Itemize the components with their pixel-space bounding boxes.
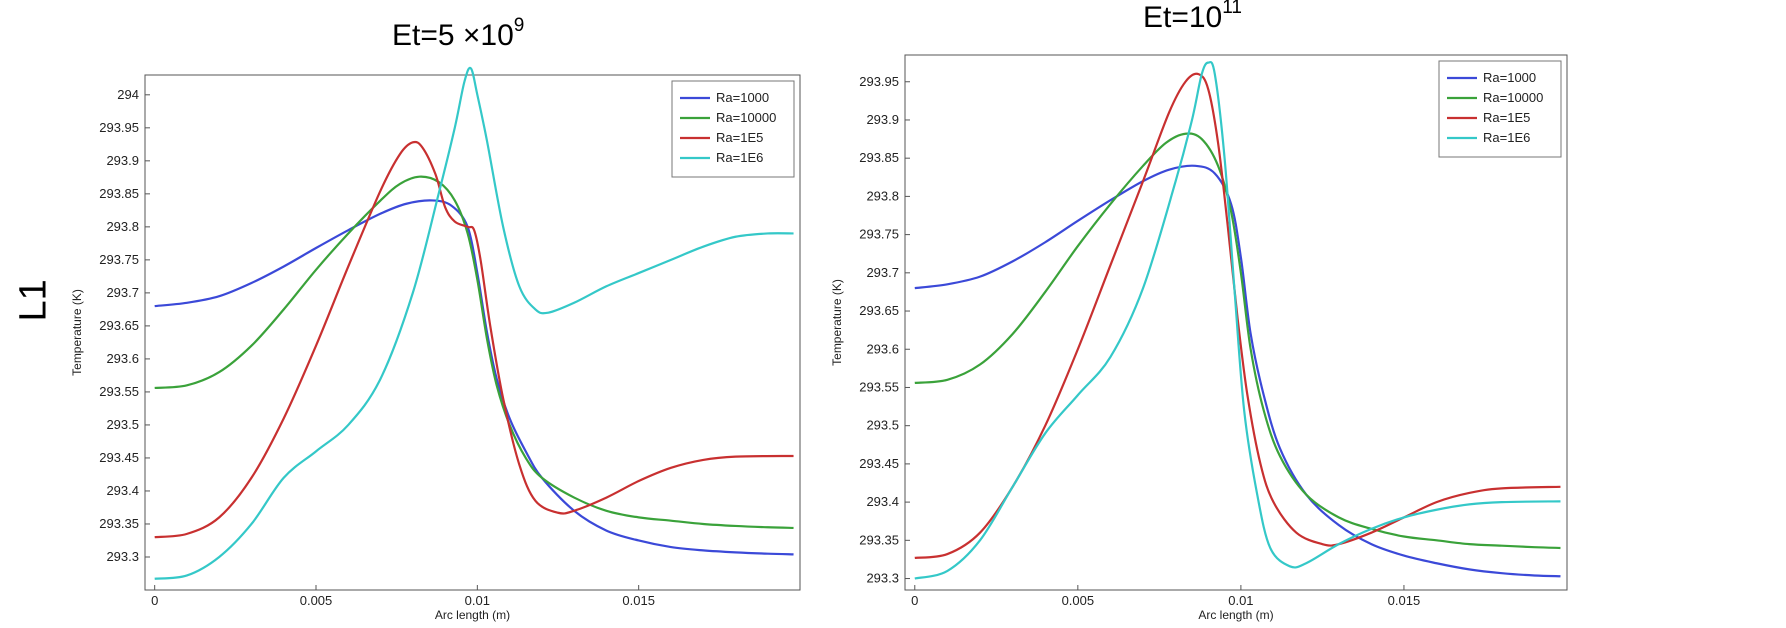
series-line-ra-1e6 [914,60,1561,580]
legend-entry: Ra=1E5 [1483,110,1530,125]
x-axis-label: Arc length (m) [435,608,510,622]
series-line-ra-1e5 [914,72,1561,559]
series-line-ra-1000 [914,164,1561,578]
y-tick-label: 293.45 [859,456,899,471]
y-tick-label: 293.3 [106,549,139,564]
legend-entry: Ra=1E5 [716,130,763,145]
y-tick-label: 293.45 [99,450,139,465]
x-tick-label: 0.005 [300,593,333,608]
legend-entry: Ra=1000 [1483,70,1536,85]
y-tick-label: 293.4 [106,483,139,498]
x-tick-label: 0.01 [465,593,490,608]
y-tick-label: 293.55 [99,384,139,399]
series-line-ra-1e5 [154,140,794,539]
plot-frame [904,54,1568,591]
legend-entry: Ra=1E6 [716,150,763,165]
y-tick-label: 293.5 [866,418,899,433]
y-tick-label: 293.55 [859,379,899,394]
series-line-ra-10000 [154,175,794,530]
title-base: Et=5 ×10 [392,19,514,52]
y-tick-label: 293.65 [859,303,899,318]
y-tick-label: 293.9 [106,153,139,168]
legend-entry: Ra=10000 [1483,90,1543,105]
y-tick-label: 293.65 [99,318,139,333]
y-tick-label: 293.3 [866,571,899,586]
chart-title-right: Et=1011 [1143,0,1242,35]
chart-title-left: Et=5 ×109 [392,15,525,53]
title-exponent: 11 [1222,0,1242,18]
x-tick-label: 0.01 [1228,593,1253,608]
y-tick-label: 293.7 [106,285,139,300]
x-tick-label: 0.015 [622,593,655,608]
y-tick-label: 293.85 [859,150,899,165]
y-tick-label: 293.95 [859,74,899,89]
y-tick-label: 293.7 [866,265,899,280]
y-tick-label: 293.75 [99,252,139,267]
legend-entry: Ra=1E6 [1483,130,1530,145]
y-tick-label: 294 [117,87,139,102]
y-axis-label: Temperature (K) [830,279,844,366]
y-tick-label: 293.4 [866,494,899,509]
y-tick-label: 293.9 [866,112,899,127]
y-tick-label: 293.6 [866,341,899,356]
legend-entry: Ra=1000 [716,90,769,105]
title-exponent: 9 [513,15,525,36]
legend-entry: Ra=10000 [716,110,776,125]
title-base: Et=10 [1143,1,1223,34]
x-tick-label: 0 [151,593,158,608]
y-tick-label: 293.35 [99,516,139,531]
series-line-ra-1e6 [154,66,794,580]
y-tick-label: 293.5 [106,417,139,432]
y-tick-label: 293.35 [859,532,899,547]
x-axis-label: Arc length (m) [1198,608,1273,622]
x-tick-label: 0.005 [1062,593,1095,608]
y-tick-label: 293.85 [99,186,139,201]
y-axis-label: Temperature (K) [70,289,84,376]
series-line-ra-10000 [914,132,1561,550]
y-tick-label: 293.8 [866,188,899,203]
y-tick-label: 293.6 [106,351,139,366]
y-tick-label: 293.8 [106,219,139,234]
y-tick-label: 293.75 [859,227,899,242]
x-tick-label: 0 [911,593,918,608]
y-tick-label: 293.95 [99,120,139,135]
x-tick-label: 0.015 [1388,593,1421,608]
